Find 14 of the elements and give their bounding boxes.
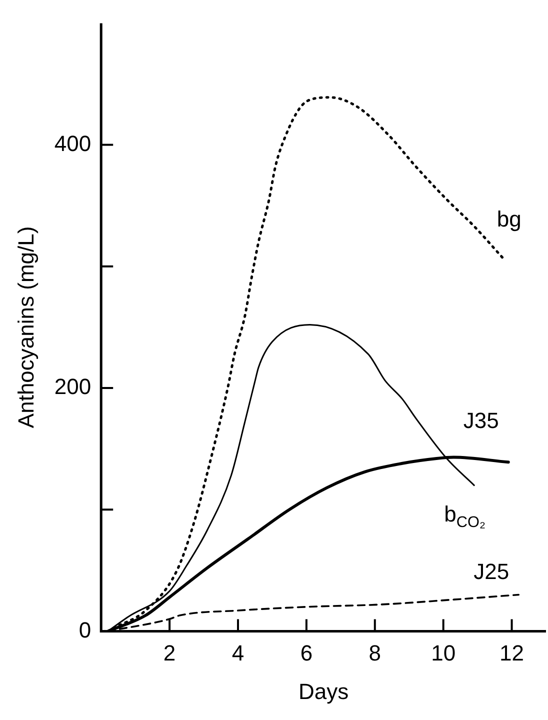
x-tick-label: 8	[368, 640, 382, 666]
series-label: bg	[496, 206, 522, 232]
x-axis-title: Days	[298, 678, 349, 704]
y-tick-label: 400	[54, 130, 92, 156]
x-tick-label: 4	[232, 640, 244, 666]
series-label: J35	[463, 408, 499, 434]
y-tick-label: 0	[78, 617, 92, 642]
x-tick-label: 6	[300, 640, 313, 666]
x-tick-label: 10	[431, 640, 456, 666]
y-axis-title: Anthocyanins (mg/L)	[13, 226, 38, 428]
x-tick-label: 12	[500, 640, 524, 666]
x-tick-label: 2	[163, 640, 176, 666]
series-label: J25	[474, 558, 510, 584]
y-tick-label: 200	[54, 374, 92, 400]
